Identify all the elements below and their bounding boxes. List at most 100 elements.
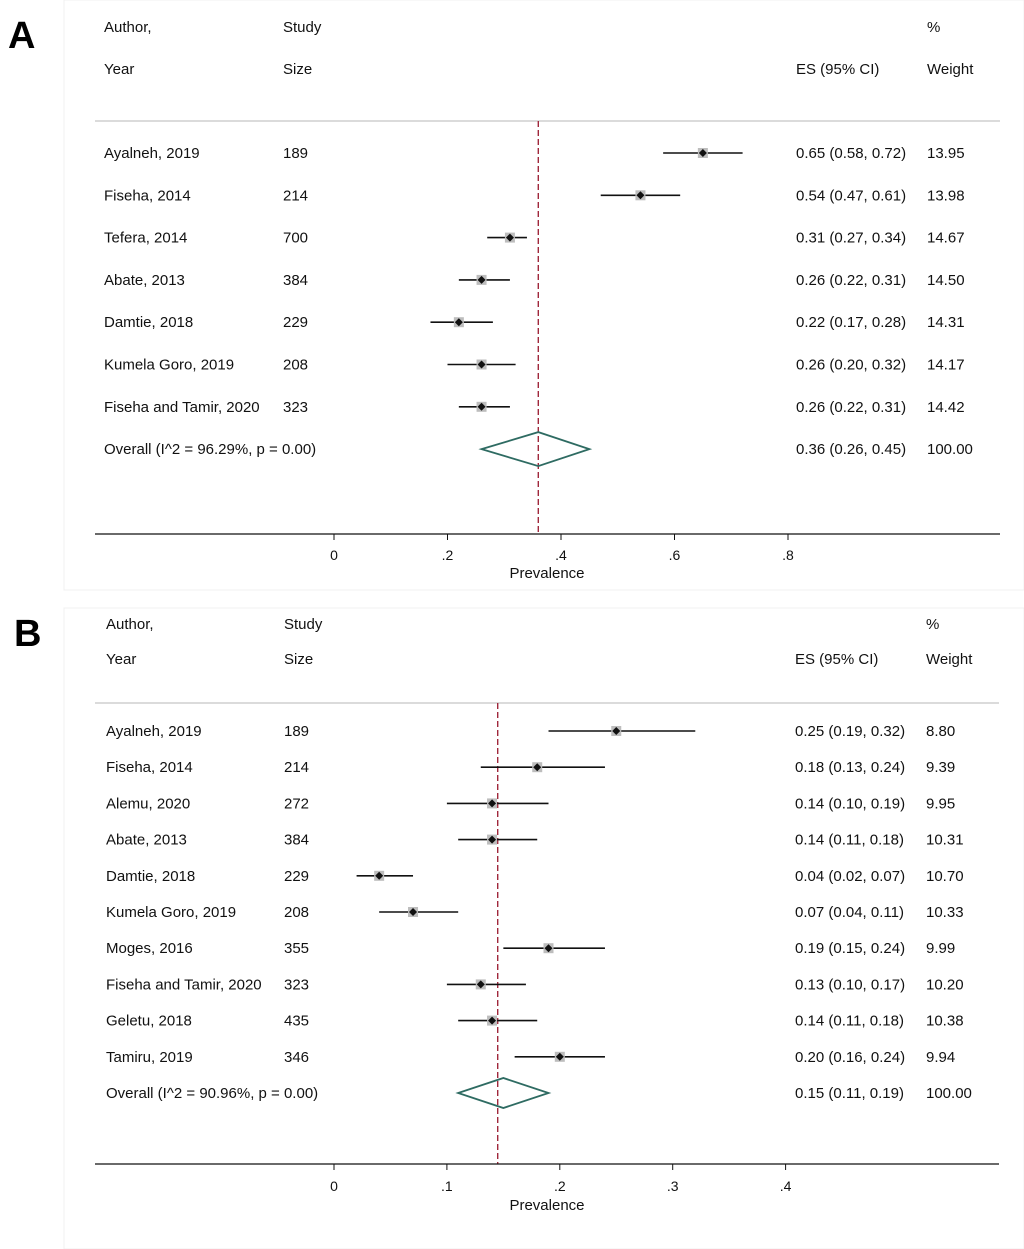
study-weight: 9.95 bbox=[926, 795, 955, 812]
study-es-ci: 0.07 (0.04, 0.11) bbox=[795, 904, 904, 921]
study-label: Damtie, 2018 bbox=[104, 314, 193, 331]
point-estimate bbox=[477, 402, 486, 411]
point-estimate bbox=[409, 908, 418, 916]
study-es-ci: 0.18 (0.13, 0.24) bbox=[795, 759, 905, 776]
x-tick-label: 0 bbox=[330, 1178, 338, 1194]
study-weight: 14.67 bbox=[927, 230, 965, 247]
study-label: Tefera, 2014 bbox=[104, 230, 187, 247]
study-weight: 10.20 bbox=[926, 976, 964, 993]
point-estimate bbox=[612, 727, 621, 735]
point-estimate bbox=[544, 944, 553, 953]
x-tick-label: .6 bbox=[669, 547, 681, 563]
study-label: Kumela Goro, 2019 bbox=[104, 357, 234, 374]
study-row: Fiseha, 2014 214 0.18 (0.13, 0.24) 9.39 bbox=[106, 759, 955, 776]
study-es-ci: 0.54 (0.47, 0.61) bbox=[796, 187, 906, 204]
header-percent: % bbox=[927, 19, 940, 36]
overall-diamond bbox=[478, 431, 593, 468]
overall-label: Overall (I^2 = 90.96%, p = 0.00) bbox=[106, 1085, 318, 1102]
study-es-ci: 0.26 (0.22, 0.31) bbox=[796, 272, 906, 289]
study-row: Kumela Goro, 2019 208 0.26 (0.20, 0.32) 14.… bbox=[104, 357, 965, 374]
study-label: Moges, 2016 bbox=[106, 940, 193, 957]
point-estimate bbox=[488, 1016, 497, 1025]
study-label: Ayalneh, 2019 bbox=[104, 145, 200, 162]
header-es-ci: ES (95% CI) bbox=[795, 651, 878, 668]
study-row: Fiseha and Tamir, 2020 323 0.13 (0.10, 0.1… bbox=[106, 976, 964, 993]
point-estimate bbox=[636, 191, 645, 200]
study-row: Abate, 2013 384 0.14 (0.11, 0.18) 10.31 bbox=[106, 832, 964, 849]
study-weight: 10.31 bbox=[926, 832, 964, 849]
overall-weight: 100.00 bbox=[926, 1085, 972, 1102]
x-tick-label: 0 bbox=[330, 547, 338, 563]
panel-a: A Author, Year Study Size ES (95% CI)% Weight A… bbox=[8, 0, 1024, 591]
study-row: Ayalneh, 2019 189 0.25 (0.19, 0.32) 8.80 bbox=[106, 723, 955, 740]
header-es-ci: ES (95% CI) bbox=[796, 61, 879, 78]
study-row: Tefera, 2014 700 0.31 (0.27, 0.34) 14.67 bbox=[104, 230, 965, 247]
point-estimate bbox=[533, 763, 542, 772]
study-weight: 13.95 bbox=[927, 145, 965, 162]
study-es-ci: 0.14 (0.11, 0.18) bbox=[795, 1013, 904, 1030]
study-es-ci: 0.26 (0.20, 0.32) bbox=[796, 357, 906, 374]
study-weight: 14.50 bbox=[927, 272, 965, 289]
study-size: 435 bbox=[284, 1013, 309, 1030]
x-tick-label: .8 bbox=[782, 547, 794, 563]
header-year: Year bbox=[104, 61, 134, 78]
study-size: 323 bbox=[283, 399, 308, 416]
study-es-ci: 0.20 (0.16, 0.24) bbox=[795, 1049, 905, 1066]
study-label: Fiseha and Tamir, 2020 bbox=[104, 399, 260, 416]
header-size: Size bbox=[284, 651, 313, 668]
header-author: Author, bbox=[106, 616, 154, 633]
study-row: Kumela Goro, 2019 208 0.07 (0.04, 0.11) 10.… bbox=[106, 904, 964, 921]
study-label: Abate, 2013 bbox=[106, 832, 187, 849]
header-weight: Weight bbox=[926, 651, 973, 668]
study-size: 323 bbox=[284, 976, 309, 993]
study-es-ci: 0.14 (0.11, 0.18) bbox=[795, 832, 904, 849]
point-estimate bbox=[476, 980, 485, 989]
study-size: 214 bbox=[283, 187, 308, 204]
x-tick-label: .1 bbox=[441, 1178, 453, 1194]
study-weight: 14.17 bbox=[927, 357, 965, 374]
overall-row: Overall (I^2 = 90.96%, p = 0.00) 0.15 (0.… bbox=[106, 1077, 972, 1109]
panel-letter: A bbox=[8, 15, 35, 57]
study-weight: 14.42 bbox=[927, 399, 965, 416]
study-label: Tamiru, 2019 bbox=[106, 1049, 193, 1066]
point-estimate bbox=[477, 275, 486, 284]
panel-letter: B bbox=[14, 613, 41, 655]
study-es-ci: 0.13 (0.10, 0.17) bbox=[795, 976, 905, 993]
study-size: 229 bbox=[284, 868, 309, 885]
study-label: Geletu, 2018 bbox=[106, 1013, 192, 1030]
study-size: 384 bbox=[283, 272, 308, 289]
x-axis-label: Prevalence bbox=[509, 1197, 584, 1214]
panel-frame bbox=[63, 607, 1024, 1249]
study-size: 208 bbox=[283, 357, 308, 374]
header-study: Study bbox=[283, 19, 322, 36]
x-tick-label: .2 bbox=[554, 1178, 566, 1194]
study-weight: 14.31 bbox=[927, 314, 965, 331]
study-es-ci: 0.04 (0.02, 0.07) bbox=[795, 868, 905, 885]
study-label: Fiseha and Tamir, 2020 bbox=[106, 976, 262, 993]
study-size: 355 bbox=[284, 940, 309, 957]
study-row: Damtie, 2018 229 0.04 (0.02, 0.07) 10.70 bbox=[106, 868, 964, 885]
study-size: 384 bbox=[284, 832, 309, 849]
overall-label: Overall (I^2 = 96.29%, p = 0.00) bbox=[104, 441, 316, 458]
point-estimate bbox=[477, 360, 486, 369]
overall-es-ci: 0.15 (0.11, 0.19) bbox=[795, 1085, 904, 1102]
point-estimate bbox=[454, 318, 463, 327]
study-row: Fiseha and Tamir, 2020 323 0.26 (0.22, 0.3… bbox=[104, 399, 965, 416]
point-estimate bbox=[488, 799, 497, 808]
study-weight: 9.94 bbox=[926, 1049, 955, 1066]
panel-b: B Author, Year Study Size ES (95% CI)% Weight A… bbox=[14, 607, 1024, 1249]
study-weight: 13.98 bbox=[927, 187, 965, 204]
study-label: Fiseha, 2014 bbox=[106, 759, 193, 776]
header-size: Size bbox=[283, 61, 312, 78]
study-es-ci: 0.22 (0.17, 0.28) bbox=[796, 314, 906, 331]
study-es-ci: 0.31 (0.27, 0.34) bbox=[796, 230, 906, 247]
study-row: Moges, 2016 355 0.19 (0.15, 0.24) 9.99 bbox=[106, 940, 955, 957]
point-estimate bbox=[698, 149, 707, 157]
x-tick-label: .4 bbox=[780, 1178, 792, 1194]
study-label: Alemu, 2020 bbox=[106, 795, 190, 812]
study-row: Alemu, 2020 272 0.14 (0.10, 0.19) 9.95 bbox=[106, 795, 955, 812]
header-year: Year bbox=[106, 651, 136, 668]
study-label: Fiseha, 2014 bbox=[104, 187, 191, 204]
study-es-ci: 0.14 (0.10, 0.19) bbox=[795, 795, 905, 812]
header-study: Study bbox=[284, 616, 323, 633]
